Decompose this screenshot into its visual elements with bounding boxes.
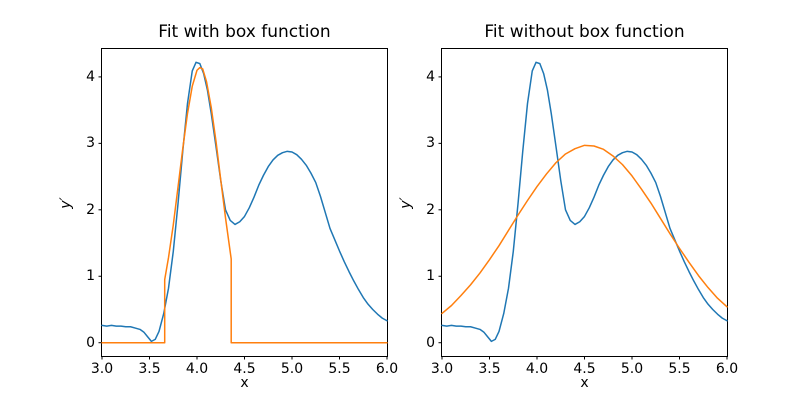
- y-tick-labels: 0 1 2 3 4: [86, 49, 387, 356]
- x-tick-label: 3.5: [138, 361, 161, 377]
- x-tick-labels: 3.0 3.5 4.0 4.5 5.0 5.5 6.0: [431, 49, 738, 377]
- chart-title: Fit without box function: [484, 22, 685, 42]
- series-fit-without-box: [441, 144, 728, 315]
- y-tick-label: 3: [86, 135, 95, 152]
- x-tick-labels: 3.0 3.5 4.0 4.5 5.0 5.5 6.0: [91, 49, 398, 377]
- subplot-right: Fit without box function 3.0 3.5 4.0 4.5 5.0…: [398, 23, 738, 391]
- y-tick-label: 4: [426, 68, 435, 85]
- y-tick-label: 3: [426, 135, 435, 152]
- x-tick-label: 4.0: [185, 361, 209, 377]
- x-tick-label: 6.0: [715, 361, 739, 377]
- y-axis-label: y′: [398, 196, 414, 209]
- y-tick-label: 1: [426, 268, 435, 285]
- y-tick-label: 1: [86, 268, 95, 285]
- series-data: [101, 61, 388, 343]
- subplot-left: Fit with box function 3.0 3.5 4.0 4.5 5.0 5.5…: [58, 23, 398, 391]
- plot-area: [98, 61, 388, 360]
- chart-title: Fit with box function: [158, 22, 331, 42]
- plot-area: [438, 61, 728, 360]
- x-tick-label: 3.0: [430, 361, 454, 377]
- x-tick-label: 3.0: [90, 361, 114, 377]
- x-tick-label: 5.0: [620, 361, 644, 377]
- y-tick-label: 2: [426, 201, 435, 218]
- x-axis-label: x: [580, 375, 589, 391]
- series-fit-with-box: [101, 66, 388, 344]
- x-tick-label: 6.0: [375, 361, 399, 377]
- y-tick-label: 0: [426, 334, 435, 351]
- x-tick-label: 3.5: [478, 361, 501, 377]
- x-tick-label: 4.5: [573, 361, 596, 377]
- x-tick-label: 5.0: [280, 361, 304, 377]
- y-tick-labels: 0 1 2 3 4: [426, 49, 727, 356]
- x-tick-label: 4.0: [525, 361, 549, 377]
- x-tick-label: 4.5: [233, 361, 256, 377]
- x-tick-label: 5.5: [328, 361, 351, 377]
- x-axis-label: x: [240, 375, 249, 391]
- y-tick-label: 4: [86, 68, 95, 85]
- y-axis-label: y′: [58, 196, 74, 209]
- x-tick-label: 5.5: [668, 361, 691, 377]
- y-tick-label: 2: [86, 201, 95, 218]
- y-tick-label: 0: [86, 334, 95, 351]
